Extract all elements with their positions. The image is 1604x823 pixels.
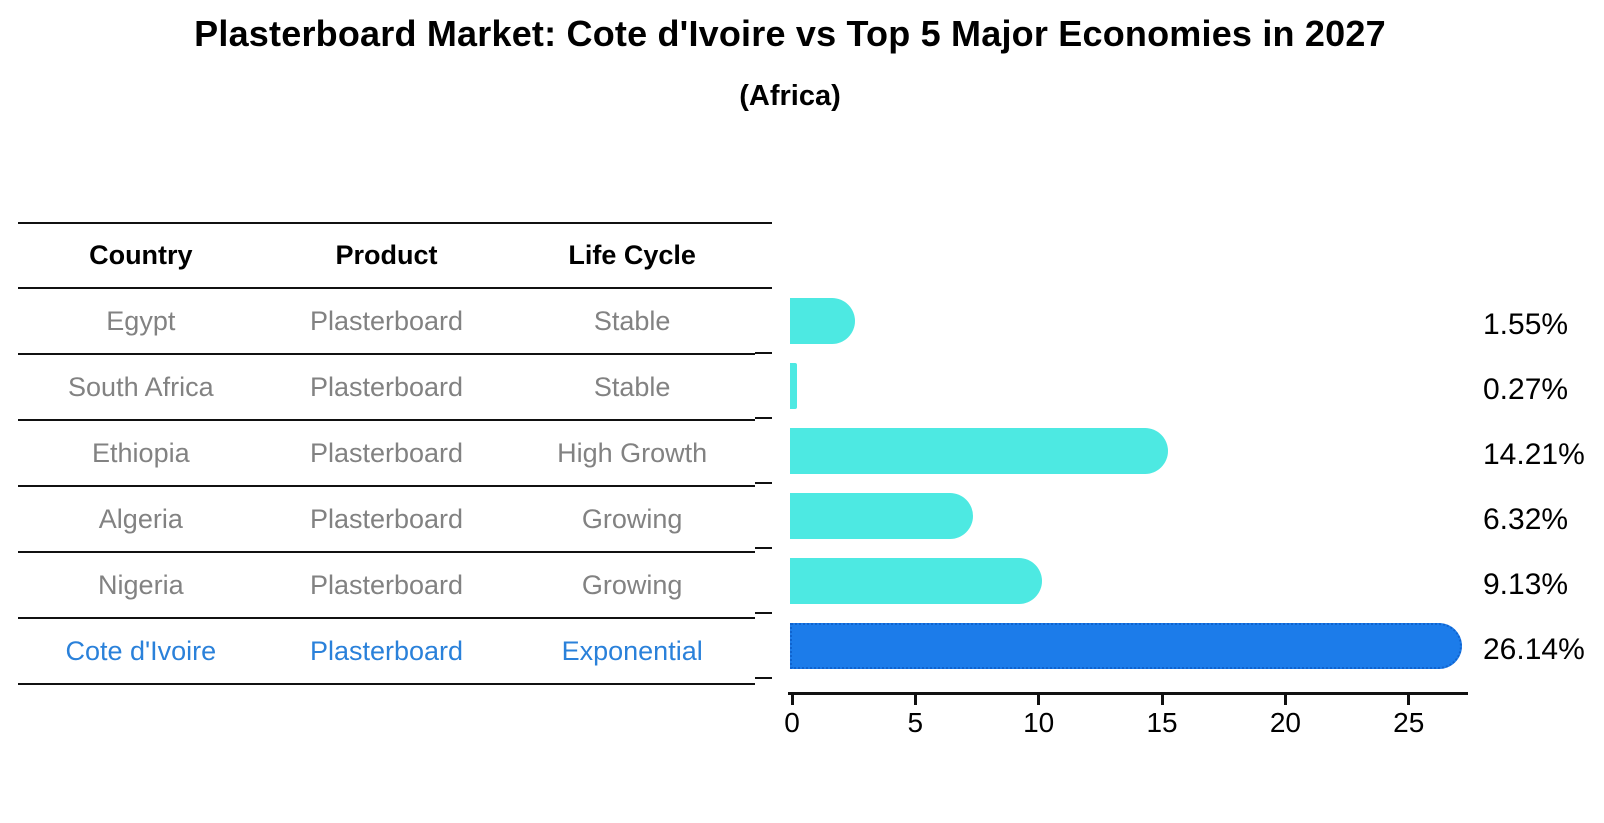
table-row-south-africa: South Africa Plasterboard Stable bbox=[18, 355, 755, 421]
bar-ethiopia bbox=[790, 427, 1168, 474]
column-header-country: Country bbox=[89, 240, 193, 270]
y-axis-tick bbox=[755, 547, 772, 549]
cell-country: Egypt bbox=[106, 305, 176, 336]
bar-egypt bbox=[790, 297, 855, 344]
x-axis-tick-label: 5 bbox=[907, 707, 924, 738]
x-axis-tick bbox=[1283, 695, 1287, 705]
table-row-ethiopia: Ethiopia Plasterboard High Growth bbox=[18, 421, 755, 487]
cell-product: Plasterboard bbox=[309, 305, 464, 336]
column-header-life-cycle: Life Cycle bbox=[568, 240, 696, 270]
x-axis-tick-label: 20 bbox=[1269, 707, 1301, 738]
cell-life-cycle: Stable bbox=[593, 305, 671, 336]
cell-life-cycle: Growing bbox=[581, 503, 683, 534]
x-axis-tick-label: 0 bbox=[784, 707, 800, 738]
x-axis-tick-label: 15 bbox=[1146, 707, 1178, 738]
y-axis-tick bbox=[755, 417, 772, 419]
x-axis-line bbox=[788, 692, 1468, 695]
cell-country: Algeria bbox=[98, 503, 183, 534]
y-axis-tick bbox=[755, 612, 772, 614]
cell-product: Plasterboard bbox=[309, 371, 464, 402]
bar-south-africa bbox=[790, 362, 797, 409]
bar-value-label: 1.55% bbox=[1483, 307, 1569, 341]
cell-country: Ethiopia bbox=[92, 437, 190, 468]
cell-country: Cote d'Ivoire bbox=[65, 635, 217, 666]
cell-product: Plasterboard bbox=[309, 503, 464, 534]
column-header-product: Product bbox=[335, 240, 438, 270]
bar-algeria bbox=[790, 492, 973, 539]
comparison-table: Country Product Life Cycle Egypt Plaster… bbox=[18, 222, 755, 685]
y-axis-tick bbox=[755, 222, 772, 224]
y-axis-tick bbox=[755, 352, 772, 354]
cell-product: Plasterboard bbox=[309, 437, 464, 468]
table-header-row: Country Product Life Cycle bbox=[18, 224, 755, 289]
cell-country: South Africa bbox=[68, 371, 214, 402]
cell-life-cycle: High Growth bbox=[557, 437, 708, 468]
x-axis-tick bbox=[1160, 695, 1164, 705]
x-axis-tick bbox=[790, 695, 794, 705]
cell-life-cycle: Growing bbox=[581, 569, 683, 600]
bar-value-label: 26.14% bbox=[1483, 632, 1585, 666]
chart-subtitle: (Africa) bbox=[739, 80, 841, 112]
x-axis-tick-label: 10 bbox=[1023, 707, 1055, 738]
x-axis-tick bbox=[913, 695, 917, 705]
y-axis-tick bbox=[755, 287, 772, 289]
cell-country: Nigeria bbox=[98, 569, 184, 600]
bar-value-label: 9.13% bbox=[1483, 567, 1569, 601]
bar-nigeria bbox=[790, 557, 1042, 604]
bar-value-label: 14.21% bbox=[1483, 437, 1585, 471]
x-axis-tick-label: 25 bbox=[1393, 707, 1425, 738]
bar-value-label: 0.27% bbox=[1483, 372, 1569, 406]
cell-product: Plasterboard bbox=[309, 635, 464, 666]
bar-cote-d-ivoire bbox=[790, 622, 1462, 669]
table-row-nigeria: Nigeria Plasterboard Growing bbox=[18, 553, 755, 619]
x-axis-tick bbox=[1037, 695, 1041, 705]
table-row-egypt: Egypt Plasterboard Stable bbox=[18, 289, 755, 355]
table-row-cote-divoire: Cote d'Ivoire Plasterboard Exponential bbox=[18, 619, 755, 685]
cell-life-cycle: Exponential bbox=[561, 635, 703, 666]
x-axis-tick bbox=[1407, 695, 1411, 705]
y-axis-tick bbox=[755, 677, 772, 679]
chart-title: Plasterboard Market: Cote d'Ivoire vs To… bbox=[194, 13, 1386, 54]
bar-value-label: 6.32% bbox=[1483, 502, 1569, 536]
table-row-algeria: Algeria Plasterboard Growing bbox=[18, 487, 755, 553]
cell-life-cycle: Stable bbox=[593, 371, 671, 402]
cell-product: Plasterboard bbox=[309, 569, 464, 600]
y-axis-tick bbox=[755, 482, 772, 484]
